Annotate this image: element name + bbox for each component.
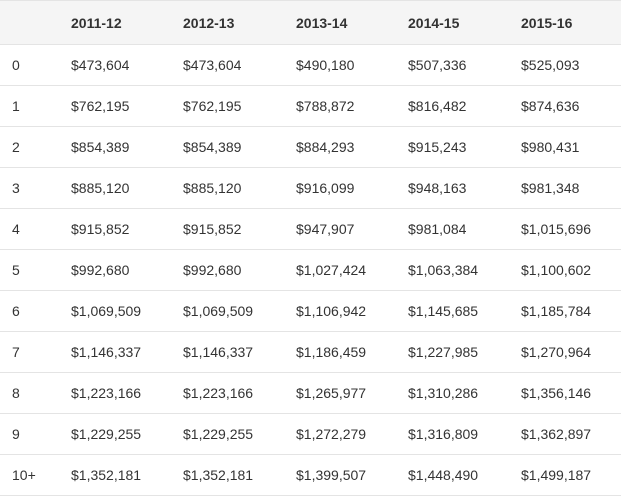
- table-row: 4 $915,852 $915,852 $947,907 $981,084 $1…: [0, 208, 621, 250]
- table-cell: 2: [0, 126, 57, 168]
- table-row: 3 $885,120 $885,120 $916,099 $948,163 $9…: [0, 167, 621, 209]
- table-cell: $874,636: [507, 85, 621, 127]
- table-cell: $884,293: [282, 126, 394, 168]
- table-cell: $1,223,166: [57, 372, 169, 414]
- table-cell: $1,356,146: [507, 372, 621, 414]
- table-cell: $1,027,424: [282, 249, 394, 291]
- table-cell: $916,099: [282, 167, 394, 209]
- table-cell: $473,604: [57, 44, 169, 86]
- table-cell: $981,348: [507, 167, 621, 209]
- header-cell-2011-12: 2011-12: [57, 0, 169, 45]
- table-cell: $1,362,897: [507, 413, 621, 455]
- header-cell-2013-14: 2013-14: [282, 0, 394, 45]
- table-cell: $1,063,384: [394, 249, 507, 291]
- table-cell: $1,223,166: [169, 372, 282, 414]
- table-row: 9 $1,229,255 $1,229,255 $1,272,279 $1,31…: [0, 413, 621, 455]
- table-cell: $1,227,985: [394, 331, 507, 373]
- table-row: 0 $473,604 $473,604 $490,180 $507,336 $5…: [0, 44, 621, 86]
- table-cell: 10+: [0, 454, 57, 496]
- table-cell: $1,352,181: [169, 454, 282, 496]
- table-cell: $1,100,602: [507, 249, 621, 291]
- table-cell: 4: [0, 208, 57, 250]
- table-row: 8 $1,223,166 $1,223,166 $1,265,977 $1,31…: [0, 372, 621, 414]
- table-cell: $1,448,490: [394, 454, 507, 496]
- table-cell: $1,145,685: [394, 290, 507, 332]
- table-cell: $1,185,784: [507, 290, 621, 332]
- table-cell: $885,120: [57, 167, 169, 209]
- table-row: 7 $1,146,337 $1,146,337 $1,186,459 $1,22…: [0, 331, 621, 373]
- table-cell: $1,069,509: [57, 290, 169, 332]
- table-cell: $915,852: [57, 208, 169, 250]
- table-cell: $788,872: [282, 85, 394, 127]
- table-cell: $490,180: [282, 44, 394, 86]
- table-cell: $1,265,977: [282, 372, 394, 414]
- table-cell: $980,431: [507, 126, 621, 168]
- table-row: 10+ $1,352,181 $1,352,181 $1,399,507 $1,…: [0, 454, 621, 496]
- table-cell: $1,352,181: [57, 454, 169, 496]
- header-cell-2012-13: 2012-13: [169, 0, 282, 45]
- table-cell: $1,316,809: [394, 413, 507, 455]
- table-cell: $1,229,255: [169, 413, 282, 455]
- table-cell: $1,499,187: [507, 454, 621, 496]
- table-cell: $1,069,509: [169, 290, 282, 332]
- header-cell-2015-16: 2015-16: [507, 0, 621, 45]
- table-cell: 8: [0, 372, 57, 414]
- table-cell: $992,680: [57, 249, 169, 291]
- table-cell: $854,389: [57, 126, 169, 168]
- table-cell: $1,186,459: [282, 331, 394, 373]
- table-cell: $1,015,696: [507, 208, 621, 250]
- table-cell: $1,270,964: [507, 331, 621, 373]
- table-cell: 6: [0, 290, 57, 332]
- table-cell: $1,399,507: [282, 454, 394, 496]
- table-cell: $816,482: [394, 85, 507, 127]
- table-row: 5 $992,680 $992,680 $1,027,424 $1,063,38…: [0, 249, 621, 291]
- table-cell: $915,243: [394, 126, 507, 168]
- table-row: 1 $762,195 $762,195 $788,872 $816,482 $8…: [0, 85, 621, 127]
- header-cell-2014-15: 2014-15: [394, 0, 507, 45]
- table-cell: $762,195: [169, 85, 282, 127]
- table-cell: $1,310,286: [394, 372, 507, 414]
- table-row: 6 $1,069,509 $1,069,509 $1,106,942 $1,14…: [0, 290, 621, 332]
- table-cell: $762,195: [57, 85, 169, 127]
- table-cell: $1,146,337: [57, 331, 169, 373]
- table-cell: $947,907: [282, 208, 394, 250]
- table-cell: $1,272,279: [282, 413, 394, 455]
- table-cell: $507,336: [394, 44, 507, 86]
- header-row: 2011-12 2012-13 2013-14 2014-15 2015-16: [0, 0, 621, 45]
- table-cell: $525,093: [507, 44, 621, 86]
- table-cell: $1,106,942: [282, 290, 394, 332]
- table-cell: 9: [0, 413, 57, 455]
- table-cell: 7: [0, 331, 57, 373]
- table-cell: $885,120: [169, 167, 282, 209]
- header-cell-level: [0, 0, 57, 45]
- table-cell: 5: [0, 249, 57, 291]
- table-cell: $992,680: [169, 249, 282, 291]
- table-cell: $948,163: [394, 167, 507, 209]
- table-cell: 1: [0, 85, 57, 127]
- table-body: 0 $473,604 $473,604 $490,180 $507,336 $5…: [0, 44, 621, 496]
- table-cell: $473,604: [169, 44, 282, 86]
- table-cell: 3: [0, 167, 57, 209]
- table-cell: $981,084: [394, 208, 507, 250]
- table-cell: $854,389: [169, 126, 282, 168]
- table-row: 2 $854,389 $854,389 $884,293 $915,243 $9…: [0, 126, 621, 168]
- table-header: 2011-12 2012-13 2013-14 2014-15 2015-16: [0, 0, 621, 45]
- table-cell: $1,229,255: [57, 413, 169, 455]
- table-cell: 0: [0, 44, 57, 86]
- table-cell: $915,852: [169, 208, 282, 250]
- table-cell: $1,146,337: [169, 331, 282, 373]
